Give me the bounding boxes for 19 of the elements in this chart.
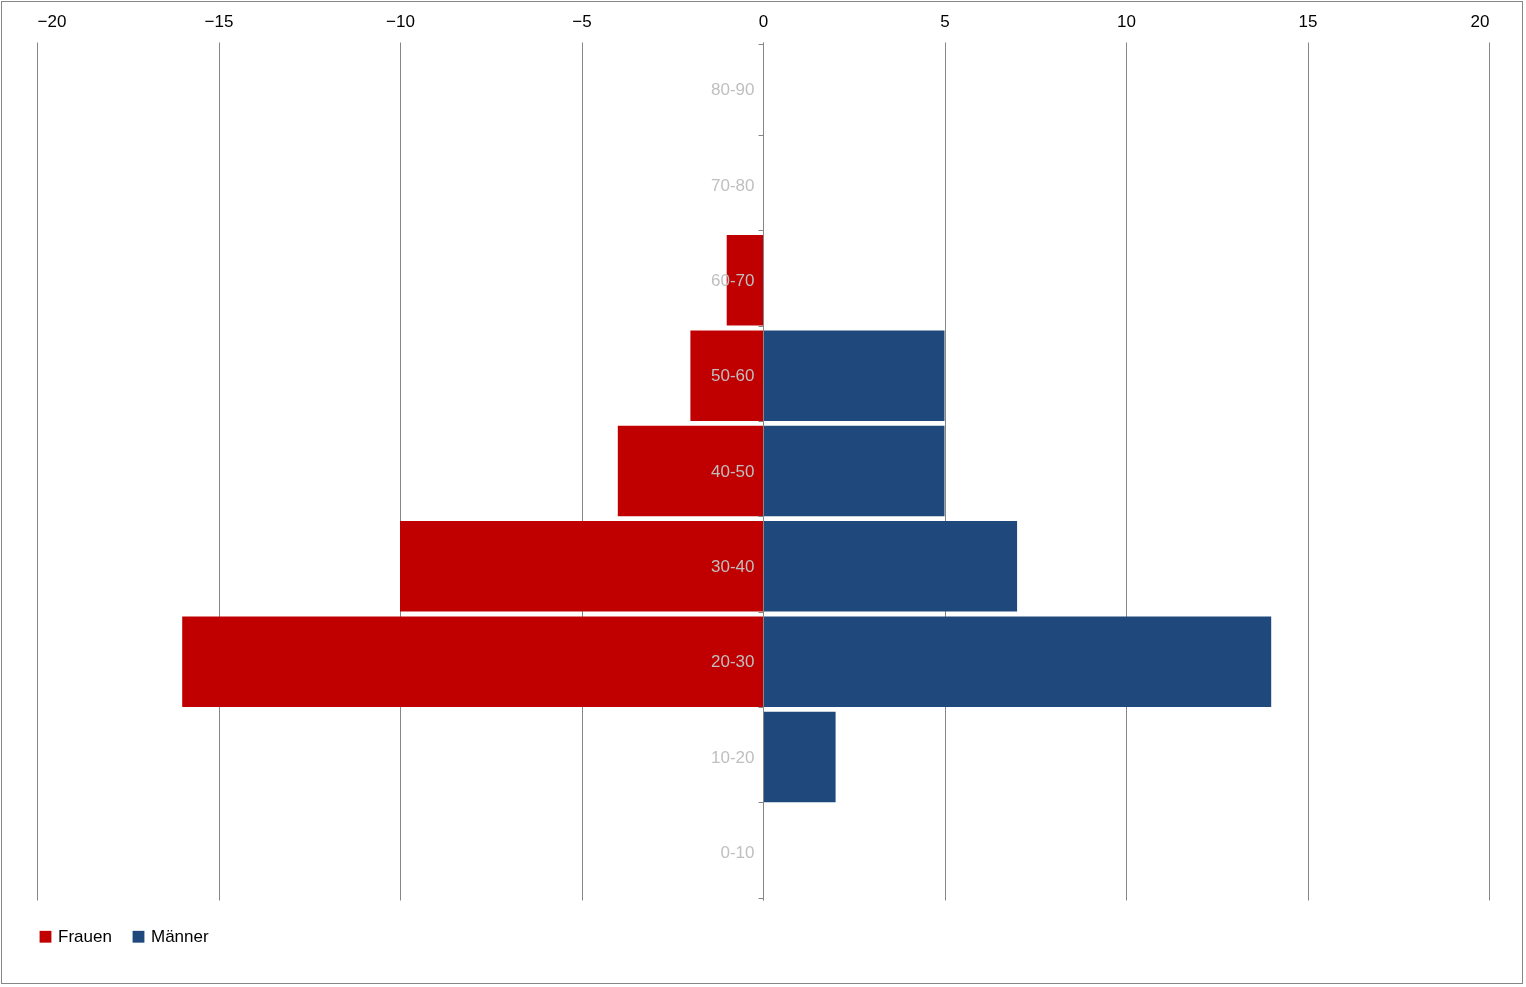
y-tick-label: 70-80 (711, 175, 755, 195)
x-tick-label: 20 (1470, 11, 1490, 31)
y-tick-label: 30-40 (711, 556, 755, 576)
x-tick-label: −20 (37, 11, 67, 31)
x-tick-label: 10 (1117, 11, 1136, 31)
y-tick-label: 20-30 (711, 652, 755, 672)
x-tick-label: −10 (386, 11, 415, 31)
x-tick-label: 15 (1298, 11, 1318, 31)
legend-label: Männer (151, 926, 209, 946)
y-tick-label: 10-20 (711, 747, 755, 767)
x-tick-label: 5 (940, 11, 950, 31)
x-tick-label: −5 (572, 11, 592, 31)
x-tick-label: 0 (758, 11, 769, 31)
y-tick-label: 50-60 (711, 366, 755, 386)
legend-label: Frauen (58, 926, 112, 946)
y-tick-label: 40-50 (711, 461, 755, 481)
x-tick-label: −15 (204, 11, 234, 31)
y-tick-label: 0-10 (720, 842, 755, 862)
y-tick-label: 80-90 (711, 80, 755, 100)
